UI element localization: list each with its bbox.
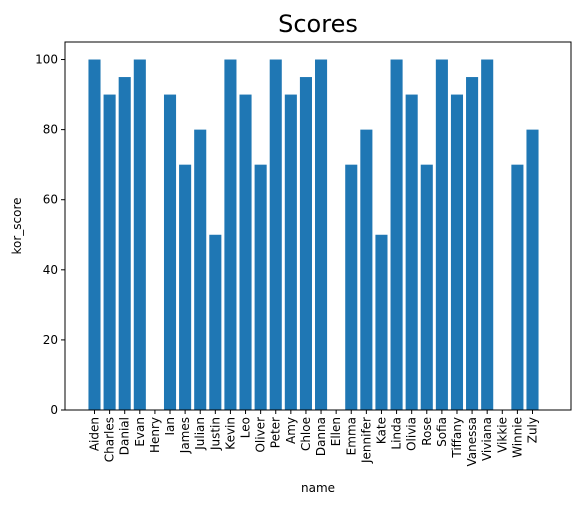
x-tick-label: Amy (284, 417, 298, 444)
bar-oliver (254, 164, 267, 410)
x-axis-ticks: Aiden Charles Danial Evan Henry Ian James Julia… (88, 410, 540, 466)
x-tick-label: Julian (193, 417, 207, 451)
bar-linda (390, 59, 403, 411)
x-tick-label: Aiden (88, 417, 102, 451)
bar-kevin (224, 59, 237, 411)
bar-winnie (511, 164, 524, 410)
bar-amy (284, 94, 297, 410)
x-tick-label: Charles (103, 417, 117, 462)
x-tick-label: Tiffany (450, 417, 464, 459)
bar-emma (345, 164, 358, 410)
x-tick-label: Winnie (510, 417, 524, 458)
x-tick-label: James (178, 417, 192, 454)
bar-jennifer (360, 129, 373, 410)
x-axis-label: name (301, 481, 335, 495)
x-tick-label: Sofia (435, 417, 449, 447)
x-tick-label: Danial (118, 417, 132, 455)
x-tick-label: Oliver (254, 417, 268, 453)
x-tick-label: Henry (148, 417, 162, 453)
y-axis-label: kor_score (10, 197, 24, 254)
bar-sofia (435, 59, 448, 411)
chart-title: Scores (278, 10, 358, 38)
x-tick-label: Vanessa (465, 417, 479, 466)
x-tick-label: Emma (344, 417, 358, 455)
x-tick-label: Evan (133, 417, 147, 447)
y-tick-label: 0 (50, 403, 58, 417)
x-tick-label: Chloe (299, 417, 313, 451)
y-tick-label: 80 (43, 123, 58, 137)
x-tick-label: Olivia (405, 417, 419, 451)
x-tick-label: Peter (269, 417, 283, 448)
x-tick-label: Zuly (526, 417, 540, 443)
x-tick-label: Ian (163, 417, 177, 436)
x-tick-label: Rose (420, 417, 434, 446)
x-tick-label: Linda (390, 417, 404, 450)
x-tick-label: Vikkie (495, 417, 509, 453)
bar-rose (420, 164, 433, 410)
y-tick-label: 100 (35, 53, 58, 67)
bar-vanessa (466, 77, 479, 411)
y-tick-label: 40 (43, 263, 58, 277)
y-axis-ticks: 0 20 40 60 80 100 (35, 53, 65, 417)
x-tick-label: Ellen (329, 417, 343, 446)
bar-olivia (405, 94, 418, 410)
bar-viviana (481, 59, 494, 411)
x-tick-label: Kate (374, 417, 388, 444)
bar-julian (194, 129, 207, 410)
bar-danial (118, 77, 131, 411)
bar-kate (375, 234, 388, 410)
bar-justin (209, 234, 222, 410)
bar-aiden (88, 59, 101, 411)
y-tick-label: 20 (43, 333, 58, 347)
x-tick-label: Kevin (223, 417, 237, 450)
bars-group (88, 59, 539, 411)
bar-peter (269, 59, 282, 411)
bar-evan (133, 59, 146, 411)
x-tick-label: Danna (314, 417, 328, 456)
bar-james (179, 164, 192, 410)
plot-frame (64, 41, 572, 411)
bar-ian (163, 94, 177, 410)
x-tick-label: Justin (208, 417, 222, 451)
bar-danna (315, 59, 328, 411)
x-tick-label: Jennifer (359, 417, 373, 464)
bar-leo (239, 94, 252, 410)
bar-charles (103, 94, 116, 410)
y-tick-label: 60 (43, 193, 58, 207)
bar-zuly (526, 129, 539, 410)
bar-tiffany (450, 94, 464, 410)
x-tick-label: Viviana (480, 417, 494, 461)
bar-chloe (299, 77, 312, 411)
x-tick-label: Leo (239, 417, 253, 438)
